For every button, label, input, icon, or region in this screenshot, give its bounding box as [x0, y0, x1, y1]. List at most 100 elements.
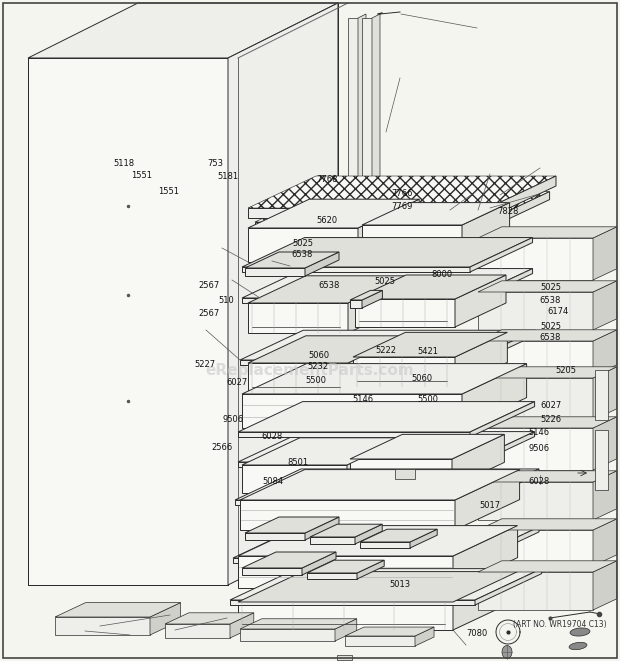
- Text: 5222: 5222: [375, 346, 396, 355]
- Text: 9506: 9506: [529, 444, 550, 453]
- Text: 6538: 6538: [318, 281, 339, 290]
- Polygon shape: [240, 330, 535, 360]
- Text: 6028: 6028: [529, 477, 550, 486]
- Polygon shape: [453, 572, 518, 630]
- Polygon shape: [245, 517, 339, 533]
- Polygon shape: [242, 465, 347, 493]
- Polygon shape: [470, 268, 533, 303]
- Polygon shape: [238, 432, 534, 462]
- Polygon shape: [248, 276, 406, 303]
- Polygon shape: [347, 438, 405, 493]
- Polygon shape: [240, 629, 335, 641]
- Polygon shape: [593, 417, 617, 470]
- Polygon shape: [462, 203, 510, 255]
- Text: eReplacementParts.com: eReplacementParts.com: [206, 362, 414, 377]
- Polygon shape: [358, 199, 419, 262]
- Polygon shape: [240, 360, 472, 365]
- Text: 1551: 1551: [131, 171, 152, 180]
- Polygon shape: [248, 303, 348, 333]
- Text: 5421: 5421: [417, 347, 438, 356]
- Polygon shape: [242, 394, 462, 428]
- Polygon shape: [478, 561, 617, 572]
- Text: 7080: 7080: [467, 629, 488, 638]
- Polygon shape: [248, 176, 556, 208]
- Text: 5500: 5500: [306, 375, 327, 385]
- Polygon shape: [372, 14, 380, 195]
- Polygon shape: [245, 268, 305, 276]
- Polygon shape: [28, 3, 338, 58]
- Text: (ART NO. WR19704 C13): (ART NO. WR19704 C13): [513, 621, 607, 629]
- Polygon shape: [452, 434, 504, 487]
- Text: 6027: 6027: [540, 401, 561, 410]
- Polygon shape: [255, 222, 485, 230]
- Text: 8501: 8501: [287, 458, 308, 467]
- Polygon shape: [242, 237, 533, 267]
- Polygon shape: [245, 252, 339, 268]
- Polygon shape: [478, 292, 593, 330]
- Polygon shape: [165, 624, 230, 638]
- Text: 7768: 7768: [317, 175, 338, 184]
- Text: 6027: 6027: [227, 377, 248, 387]
- Polygon shape: [230, 568, 542, 600]
- Polygon shape: [455, 275, 506, 327]
- Ellipse shape: [569, 642, 587, 650]
- Text: 5025: 5025: [540, 322, 561, 331]
- Polygon shape: [228, 3, 338, 585]
- Text: 5025: 5025: [540, 283, 561, 292]
- Text: 7828: 7828: [498, 207, 519, 216]
- Text: 5084: 5084: [262, 477, 283, 486]
- Polygon shape: [165, 613, 254, 624]
- Polygon shape: [240, 469, 520, 500]
- Polygon shape: [462, 364, 526, 428]
- Polygon shape: [362, 290, 383, 308]
- Polygon shape: [310, 524, 382, 537]
- Text: 2567: 2567: [198, 281, 219, 290]
- Polygon shape: [345, 636, 415, 646]
- Text: 6538: 6538: [540, 295, 561, 305]
- Text: 2566: 2566: [211, 443, 232, 452]
- Polygon shape: [348, 276, 406, 333]
- Text: 6538: 6538: [540, 332, 561, 342]
- Polygon shape: [470, 237, 533, 272]
- Polygon shape: [478, 367, 617, 378]
- Polygon shape: [478, 471, 617, 482]
- Polygon shape: [238, 572, 518, 602]
- Text: 5232: 5232: [308, 362, 329, 371]
- Polygon shape: [473, 469, 539, 505]
- Polygon shape: [248, 208, 488, 218]
- Polygon shape: [348, 336, 406, 393]
- Polygon shape: [362, 225, 462, 255]
- Polygon shape: [470, 402, 534, 437]
- Polygon shape: [488, 176, 556, 218]
- Ellipse shape: [502, 646, 512, 658]
- Text: 8000: 8000: [431, 270, 452, 279]
- Ellipse shape: [570, 628, 590, 636]
- Polygon shape: [355, 524, 382, 544]
- Polygon shape: [242, 568, 302, 575]
- Polygon shape: [485, 192, 549, 230]
- Polygon shape: [238, 602, 453, 630]
- Polygon shape: [238, 432, 470, 437]
- Polygon shape: [355, 275, 506, 299]
- Polygon shape: [478, 330, 617, 341]
- Text: 510: 510: [218, 296, 234, 305]
- Polygon shape: [593, 519, 617, 566]
- Polygon shape: [350, 300, 362, 308]
- Polygon shape: [350, 290, 383, 300]
- Polygon shape: [242, 267, 470, 272]
- Polygon shape: [238, 556, 453, 588]
- Polygon shape: [478, 238, 593, 280]
- Polygon shape: [415, 627, 434, 646]
- Polygon shape: [248, 336, 406, 363]
- Polygon shape: [307, 573, 357, 579]
- Text: 5227: 5227: [194, 360, 215, 369]
- Text: 6538: 6538: [292, 250, 313, 259]
- Polygon shape: [593, 561, 617, 610]
- Polygon shape: [360, 542, 410, 548]
- Text: 5226: 5226: [540, 414, 561, 424]
- Text: 1551: 1551: [158, 187, 179, 196]
- Polygon shape: [238, 525, 518, 556]
- Polygon shape: [28, 58, 228, 585]
- Polygon shape: [248, 363, 348, 393]
- Text: 9506: 9506: [223, 415, 244, 424]
